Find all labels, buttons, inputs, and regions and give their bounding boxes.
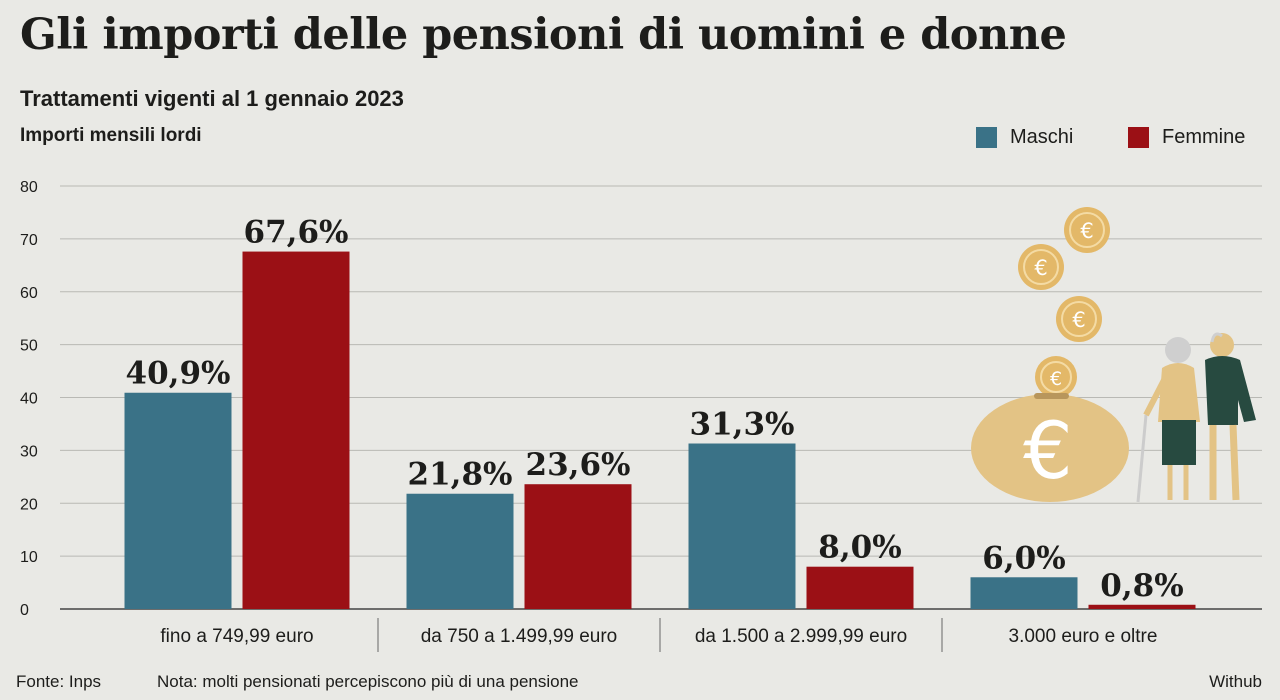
legend-label-femmine: Femmine: [1162, 125, 1246, 148]
y-tick-label: 10: [20, 549, 38, 566]
euro-coin-icon: €: [1056, 296, 1102, 342]
svg-text:€: €: [1080, 219, 1093, 243]
bar-femmine: [242, 251, 350, 609]
euro-coin-icon: €: [1064, 207, 1110, 253]
legend-swatch-maschi: [976, 126, 997, 148]
x-tick-label: 3.000 euro e oltre: [1009, 626, 1158, 647]
footer-credit: Withub: [1209, 672, 1262, 691]
x-tick-label: fino a 749,99 euro: [160, 626, 313, 647]
footer-note: Nota: molti pensionati percepiscono più …: [157, 672, 579, 691]
y-tick-label: 0: [20, 602, 29, 619]
elderly-couple-icon: [1136, 332, 1256, 503]
data-label: 8,0%: [818, 530, 901, 566]
legend-item-femmine: Femmine: [1128, 124, 1245, 150]
unit-label: Importi mensili lordi: [20, 125, 202, 146]
pension-illustration: € € € € €: [971, 207, 1256, 503]
labels-layer: 40,9% 67,6% 21,8% 23,6% 31,3% 8,0% 6,0% 0,8%: [126, 215, 1184, 604]
y-tick-label: 60: [20, 285, 38, 302]
svg-text:€: €: [1072, 308, 1085, 332]
y-tick-label: 70: [20, 232, 38, 249]
y-tick-label: 30: [20, 443, 38, 460]
svg-text:€: €: [1050, 368, 1062, 390]
bar-maschi: [124, 392, 232, 609]
y-tick-label: 80: [20, 179, 38, 196]
data-label: 23,6%: [526, 447, 631, 483]
legend-item-maschi: Maschi: [976, 124, 1073, 150]
bar-femmine: [524, 484, 632, 609]
euro-coin-icon: €: [1035, 356, 1077, 398]
euro-coin-icon: €: [1018, 244, 1064, 290]
chart-title: Gli importi delle pensioni di uomini e d…: [20, 10, 1067, 60]
bar-maschi: [406, 493, 514, 609]
category-axis: fino a 749,99 euro da 750 a 1.499,99 euro…: [160, 618, 1157, 652]
x-tick-label: da 750 a 1.499,99 euro: [421, 626, 618, 647]
y-tick-label: 40: [20, 391, 38, 408]
data-label: 0,8%: [1100, 568, 1183, 604]
data-label: 21,8%: [408, 457, 513, 493]
legend-label-maschi: Maschi: [1010, 125, 1074, 148]
x-tick-label: da 1.500 a 2.999,99 euro: [695, 626, 907, 647]
bar-maschi: [688, 443, 796, 609]
data-label: 6,0%: [982, 540, 1065, 576]
data-label: 40,9%: [126, 356, 231, 392]
data-label: 31,3%: [690, 407, 795, 443]
piggy-bank-icon: €: [971, 393, 1129, 502]
bar-femmine: [806, 566, 914, 609]
bar-femmine: [1088, 604, 1196, 609]
legend-swatch-femmine: [1128, 126, 1149, 148]
svg-text:€: €: [1023, 407, 1073, 497]
bar-maschi: [970, 577, 1078, 609]
y-tick-label: 20: [20, 496, 38, 513]
chart-subtitle: Trattamenti vigenti al 1 gennaio 2023: [20, 86, 404, 111]
svg-text:€: €: [1034, 256, 1047, 280]
footer-source: Fonte: Inps: [16, 672, 102, 691]
data-label: 67,6%: [244, 215, 349, 251]
y-tick-label: 50: [20, 338, 38, 355]
bars-layer: [124, 251, 1196, 609]
